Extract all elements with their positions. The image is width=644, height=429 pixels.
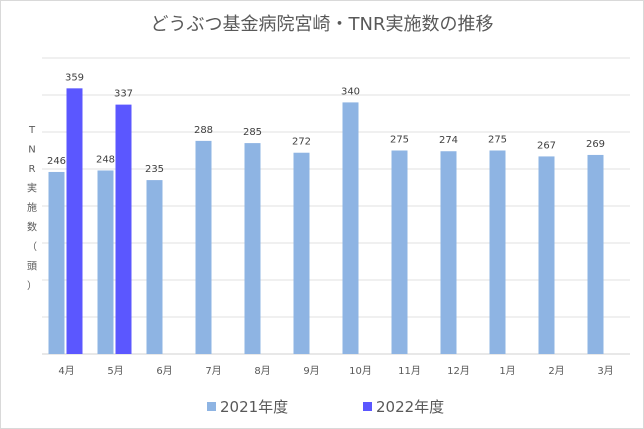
x-tick-label: 6月 [156, 365, 172, 377]
x-tick-label: 2月 [548, 365, 564, 377]
y-axis-label-char: R [29, 164, 36, 175]
chart-title: どうぶつ基金病院宮崎・TNR実施数の推移 [151, 14, 494, 35]
data-label: 274 [439, 135, 458, 146]
bar-2021年度-5月 [97, 170, 114, 354]
bar-2021年度-1月 [489, 150, 506, 354]
data-label: 288 [194, 125, 213, 136]
y-axis-label-char: T [28, 125, 36, 136]
data-label: 269 [586, 139, 605, 150]
bar-2021年度-11月 [391, 150, 408, 354]
bar-2021年度-9月 [293, 152, 310, 354]
y-axis-label: TNR実施数 （ 頭 ） [27, 125, 37, 292]
x-tick-label: 7月 [205, 365, 221, 377]
x-tick-label: 9月 [303, 365, 319, 377]
bar-2022年度-5月 [115, 104, 132, 355]
x-tick-label: 5月 [107, 365, 123, 377]
bar-2021年度-7月 [195, 140, 212, 354]
bar-2021年度-3月 [587, 154, 604, 354]
x-tick-label: 3月 [597, 365, 613, 377]
data-label: 340 [341, 86, 360, 97]
y-axis-label-char: 実 [27, 182, 37, 195]
y-axis-label-char: 施 [27, 201, 37, 214]
x-tick-label: 11月 [398, 365, 421, 377]
data-label: 267 [537, 140, 556, 151]
x-tick-label: 1月 [499, 365, 515, 377]
bar-2021年度-12月 [440, 151, 457, 354]
y-axis-label-char: 頭 [27, 261, 37, 273]
x-tick-label: 12月 [447, 365, 470, 377]
y-axis-label-char: N [28, 145, 35, 156]
data-label: 275 [390, 135, 409, 146]
data-label: 248 [96, 154, 115, 165]
bar-2021年度-4月 [48, 171, 65, 354]
legend-label: 2022年度 [376, 398, 444, 416]
x-tick-label: 10月 [349, 365, 372, 377]
data-label: 272 [292, 137, 311, 148]
legend-label: 2021年度 [220, 398, 288, 416]
data-label: 275 [488, 135, 507, 146]
data-label: 337 [114, 89, 133, 100]
data-label: 285 [243, 127, 262, 138]
y-axis-label-char: （ [27, 241, 37, 253]
legend-swatch [363, 402, 372, 411]
bar-2021年度-2月 [538, 156, 555, 354]
x-tick-label: 4月 [58, 365, 74, 377]
data-label: 359 [65, 72, 84, 83]
bar-2021年度-10月 [342, 102, 359, 355]
x-tick-label: 8月 [254, 365, 270, 377]
legend-swatch [207, 402, 216, 411]
data-label: 235 [145, 164, 164, 175]
bar-2021年度-6月 [146, 180, 163, 354]
bar-2022年度-4月 [66, 88, 83, 354]
data-label: 246 [47, 156, 66, 167]
bar-2021年度-8月 [244, 143, 261, 354]
y-axis-label-char: 数 [27, 221, 37, 234]
y-axis-label-char: ） [27, 280, 37, 292]
